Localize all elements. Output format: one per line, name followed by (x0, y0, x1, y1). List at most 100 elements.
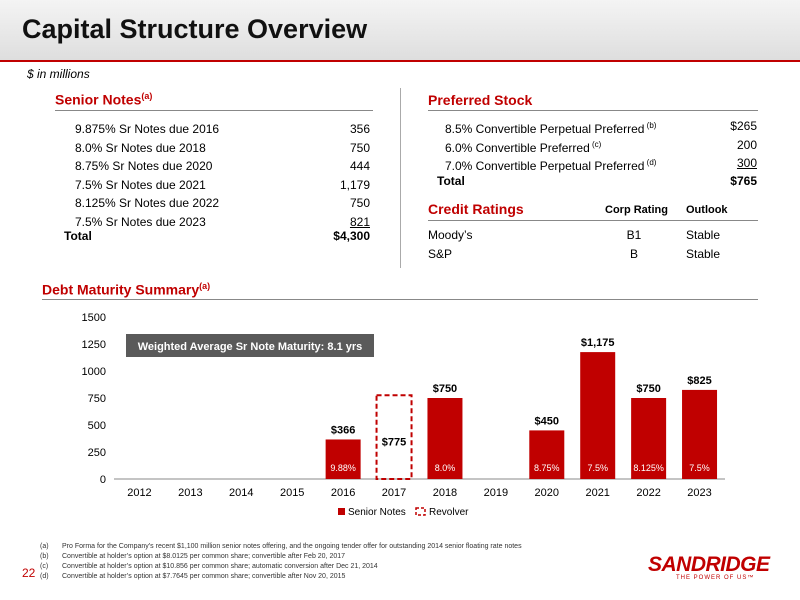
outlook-value: Stable (686, 246, 721, 261)
y-tick-label: 500 (88, 420, 106, 432)
row-value: 821 (349, 214, 370, 229)
row-footnote-ref: (b) (644, 121, 657, 130)
senior-note-row: 8.125% Sr Notes due 2022 750 (75, 195, 370, 211)
row-value: $765 (730, 174, 757, 188)
row-label: 9.875% Sr Notes due 2016 (75, 122, 220, 136)
credit-ratings-heading: Credit Ratings (428, 201, 524, 217)
senior-note-row: 7.5% Sr Notes due 2023 821 (75, 214, 370, 230)
senior-note-row: 9.875% Sr Notes due 2016 356 (75, 121, 370, 137)
footnote: (d) Convertible at holder’s option at $7.… (40, 572, 522, 582)
footnote-text: Convertible at holder’s option at $7.764… (62, 573, 346, 580)
rating-agency: S&P (428, 246, 453, 261)
x-tick-label: 2016 (331, 487, 355, 499)
row-label: 8.0% Sr Notes due 2018 (75, 140, 206, 155)
preferred-stock-total-row: Total $765 (437, 173, 757, 189)
legend-label-revolver: Revolver (429, 507, 469, 518)
row-value: 444 (349, 159, 370, 173)
row-label: 7.5% Sr Notes due 2023 (75, 214, 206, 229)
rating-agency: Moody’s (428, 228, 473, 242)
footnote-key: (d) (40, 573, 49, 580)
revolver-value-label: $775 (382, 436, 406, 448)
senior-notes-bar (325, 439, 361, 479)
row-value: $4,300 (333, 229, 370, 243)
debt-maturity-chart: 0 250 500 750 1000 1250 1500 2012 2013 2014 2015 20… (82, 312, 725, 518)
senior-notes-bar (682, 389, 718, 479)
senior-notes-heading-text: Senior Notes (55, 91, 142, 108)
row-value: 1,179 (339, 177, 370, 192)
senior-notes-bar (631, 398, 667, 479)
legend-swatch-revolver (415, 507, 426, 516)
footnote: (a) Pro Forma for the Company’s recent $1… (40, 542, 522, 552)
x-tick-label: 2019 (484, 487, 508, 499)
corp-rating-header: Corp Rating (605, 204, 668, 216)
bar-value-label: $750 (433, 383, 457, 395)
senior-note-row: 8.0% Sr Notes due 2018 750 (75, 140, 370, 156)
x-tick-label: 2022 (636, 487, 660, 499)
footnote-key: (a) (40, 543, 49, 550)
row-label: 7.0% Convertible Perpetual Preferred (d) (445, 158, 657, 173)
debt-maturity-heading-sup: (a) (199, 281, 211, 291)
footnote-text: Convertible at holder’s option at $8.012… (62, 553, 346, 560)
bar-value-label: $750 (636, 383, 660, 395)
preferred-stock-heading: Preferred Stock (428, 92, 533, 108)
footnote-text: Convertible at holder’s option at $10.85… (62, 563, 378, 570)
x-tick-label: 2014 (229, 487, 253, 499)
sandridge-logo: SANDRIDGE THE POWER OF US™ (648, 545, 780, 585)
preferred-stock-row: 6.0% Convertible Preferred (c) 200 (445, 137, 757, 155)
y-tick-label: 1000 (82, 366, 106, 378)
logo-wordmark: SANDRIDGE (648, 553, 770, 576)
bar-value-label: $366 (331, 424, 355, 436)
senior-note-row: 7.5% Sr Notes due 2021 1,179 (75, 177, 370, 193)
senior-notes-rule (55, 110, 373, 111)
units-note: $ in millions (27, 67, 90, 81)
x-tick-label: 2020 (535, 487, 559, 499)
footnote-key: (b) (40, 553, 49, 560)
row-value: 300 (736, 156, 757, 170)
y-tick-label: 1500 (82, 312, 106, 324)
preferred-stock-row: 8.5% Convertible Perpetual Preferred (b)… (445, 118, 757, 136)
debt-maturity-rule (42, 299, 758, 300)
senior-notes-total-row: Total $4,300 (64, 228, 370, 244)
legend-label-senior-notes: Senior Notes (348, 507, 406, 518)
row-label: 8.125% Sr Notes due 2022 (75, 196, 220, 210)
footnote: (b) Convertible at holder’s option at $8.… (40, 552, 522, 562)
row-label: 6.0% Convertible Preferred (c) (445, 139, 602, 155)
senior-notes-bar (427, 398, 463, 479)
preferred-stock-row: 7.0% Convertible Perpetual Preferred (d)… (445, 155, 757, 173)
footnote-text: Pro Forma for the Company’s recent $1,10… (62, 543, 522, 550)
row-value: 356 (349, 122, 370, 136)
outlook-header: Outlook (686, 204, 728, 216)
bar-rate-label: 7.5% (689, 463, 710, 473)
row-label: Total (64, 229, 92, 243)
row-value: 200 (736, 137, 757, 152)
credit-rating-row: S&P B Stable (428, 246, 758, 262)
bar-value-label: $825 (687, 375, 711, 387)
y-tick-label: 0 (100, 474, 106, 486)
footnotes: (a) Pro Forma for the Company’s recent $1… (40, 542, 522, 582)
bar-rate-label: 9.88% (330, 463, 356, 473)
row-label: Total (437, 174, 465, 188)
footnote-key: (c) (40, 563, 49, 570)
title-band (0, 0, 800, 60)
y-tick-label: 750 (88, 393, 106, 405)
bar-rate-label: 7.5% (587, 463, 608, 473)
row-value: $265 (730, 119, 757, 133)
credit-ratings-rule (428, 220, 758, 221)
column-divider (400, 88, 401, 268)
corp-rating-value: B1 (626, 228, 642, 242)
y-tick-label: 1250 (82, 339, 106, 351)
outlook-value: Stable (686, 228, 721, 242)
x-tick-label: 2012 (127, 487, 151, 499)
bar-rate-label: 8.75% (534, 463, 560, 473)
weighted-maturity-box (126, 334, 374, 357)
x-tick-label: 2023 (687, 487, 711, 499)
debt-maturity-heading: Debt Maturity Summary(a) (42, 281, 210, 298)
row-value: 750 (349, 196, 370, 210)
senior-notes-heading-sup: (a) (141, 91, 153, 101)
legend-swatch-senior-notes (338, 508, 345, 515)
senior-notes-heading: Senior Notes(a) (55, 91, 152, 108)
page-number: 22 (22, 566, 36, 580)
bar-rate-label: 8.125% (633, 463, 664, 473)
senior-note-row: 8.75% Sr Notes due 2020 444 (75, 158, 370, 174)
y-tick-label: 250 (88, 447, 106, 459)
